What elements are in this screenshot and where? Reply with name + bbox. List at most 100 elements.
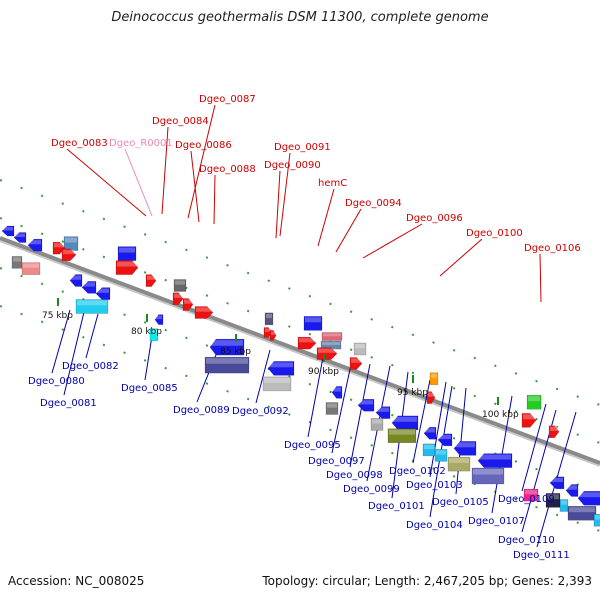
gene-arrow-reverse-40 bbox=[331, 386, 343, 399]
leader-top-10 bbox=[362, 223, 423, 259]
gene-highlight-55 bbox=[525, 490, 537, 495]
gene-highlight-56 bbox=[551, 477, 563, 483]
gene-arrow-reverse-47 bbox=[423, 426, 437, 440]
leader-top-12 bbox=[539, 253, 542, 303]
gene-arrow-reverse-32 bbox=[95, 287, 111, 300]
axis-line bbox=[0, 236, 600, 465]
gene-arrow-reverse-38 bbox=[267, 361, 295, 376]
gene-label-bottom-3: Dgeo_0085 bbox=[121, 383, 178, 394]
gene-highlight-28 bbox=[13, 257, 21, 262]
gene-box-29 bbox=[21, 262, 41, 275]
gene-arrow-forward-15 bbox=[269, 330, 277, 341]
gene-label-bottom-2: Dgeo_0082 bbox=[62, 361, 119, 372]
gene-arrow-reverse-43 bbox=[375, 406, 391, 419]
gene-label-bottom-1: Dgeo_0081 bbox=[40, 398, 97, 409]
gene-highlight-42 bbox=[359, 400, 373, 405]
gene-labels: Dgeo_0083 Dgeo_R0001 Dgeo_0084 Dgeo_0087 Dge… bbox=[28, 94, 581, 561]
scale-labels: 75 kbp 80 kbp 85 kbp 90 kbp 95 kbp 100 kbp bbox=[42, 298, 519, 420]
gene-highlight-52 bbox=[436, 450, 446, 455]
gene-highlight-37 bbox=[206, 358, 248, 364]
gene-label-bottom-11: Dgeo_0102 bbox=[389, 466, 446, 477]
gene-highlight-21 bbox=[351, 358, 361, 363]
gene-box-13 bbox=[264, 312, 274, 326]
gene-box-45 bbox=[370, 418, 384, 431]
leader-bottom-8 bbox=[349, 363, 371, 468]
gene-highlight-57 bbox=[567, 485, 577, 490]
gene-highlight-36 bbox=[211, 340, 243, 346]
gene-highlight-25 bbox=[528, 396, 540, 402]
gene-highlight-46 bbox=[389, 429, 415, 435]
gene-arrow-reverse-30 bbox=[69, 274, 83, 287]
accession-text: Accession: NC_008025 bbox=[8, 574, 145, 588]
gene-label-top-3: Dgeo_0087 bbox=[199, 94, 256, 105]
leader-bottom-14 bbox=[455, 387, 467, 495]
gene-highlight-62 bbox=[595, 515, 600, 520]
gene-highlight-11 bbox=[184, 299, 192, 304]
gene-arrow-forward-8 bbox=[145, 274, 157, 287]
gene-arrow-forward-11 bbox=[182, 298, 194, 311]
gene-box-23 bbox=[429, 372, 439, 386]
leader-top-0 bbox=[66, 148, 147, 217]
gene-box-16 bbox=[303, 316, 323, 331]
gene-arrow-reverse-48 bbox=[437, 433, 453, 447]
leader-top-1 bbox=[124, 148, 153, 217]
gene-arrow-reverse-0 bbox=[1, 225, 15, 237]
genome-axis bbox=[0, 236, 600, 467]
gene-box-28 bbox=[11, 256, 23, 269]
leader-bottom-2 bbox=[85, 313, 99, 359]
gene-highlight-18 bbox=[322, 342, 340, 345]
leader-top-5 bbox=[213, 174, 216, 225]
gene-arrow-forward-27 bbox=[548, 425, 560, 439]
gene-highlight-53 bbox=[449, 458, 469, 464]
leader-top-2 bbox=[161, 126, 169, 215]
gene-arrow-reverse-36 bbox=[209, 338, 245, 356]
scale-label-4: 95 kbp bbox=[397, 388, 428, 398]
scale-label-5: 100 kbp bbox=[482, 410, 519, 420]
gene-highlight-30 bbox=[71, 275, 81, 280]
gene-box-22 bbox=[353, 342, 367, 356]
gene-box-41 bbox=[325, 402, 339, 415]
leader-lines bbox=[51, 104, 577, 548]
gene-label-bottom-14: Dgeo_0105 bbox=[432, 497, 489, 508]
gene-highlight-1 bbox=[15, 233, 25, 237]
gene-highlight-12 bbox=[196, 307, 212, 312]
gene-label-bottom-4: Dgeo_0089 bbox=[173, 405, 230, 416]
gene-highlight-5 bbox=[63, 249, 75, 255]
gene-highlight-47 bbox=[425, 428, 435, 433]
leader-top-3 bbox=[187, 104, 216, 219]
gene-label-bottom-12: Dgeo_0103 bbox=[406, 480, 463, 491]
gene-highlight-44 bbox=[393, 416, 417, 422]
gene-highlight-17 bbox=[323, 333, 341, 337]
gene-highlight-35 bbox=[151, 329, 157, 334]
gene-label-top-5: Dgeo_0088 bbox=[199, 164, 256, 175]
gene-box-54 bbox=[471, 467, 505, 485]
gene-highlight-15 bbox=[271, 331, 275, 335]
gene-arrow-forward-26 bbox=[521, 413, 537, 428]
page-title: Deinococcus geothermalis DSM 11300, comp… bbox=[111, 10, 489, 25]
gene-label-top-9: Dgeo_0094 bbox=[345, 198, 402, 209]
leader-bottom-6 bbox=[307, 351, 325, 438]
leader-top-9 bbox=[335, 208, 362, 253]
topology-text: Topology: circular; Length: 2,467,205 bp… bbox=[262, 574, 592, 588]
gene-label-top-4: Dgeo_0086 bbox=[175, 140, 232, 151]
gene-arrow-forward-21 bbox=[349, 357, 363, 370]
gene-label-bottom-0: Dgeo_0080 bbox=[28, 376, 85, 387]
gene-label-top-0: Dgeo_0083 bbox=[51, 138, 108, 149]
scale-label-1: 80 kbp bbox=[131, 327, 162, 337]
gene-box-39 bbox=[262, 376, 292, 392]
gene-highlight-45 bbox=[372, 419, 382, 424]
gene-label-top-10: Dgeo_0096 bbox=[406, 213, 463, 224]
leader-bottom-12 bbox=[429, 381, 447, 478]
gene-highlight-50 bbox=[479, 454, 511, 460]
gene-arrow-reverse-56 bbox=[549, 476, 565, 490]
gene-highlight-32 bbox=[97, 288, 109, 293]
gene-label-bottom-7: Dgeo_0097 bbox=[308, 456, 365, 467]
gene-highlight-61 bbox=[569, 507, 595, 513]
gene-highlight-8 bbox=[147, 275, 155, 280]
gene-highlight-31 bbox=[83, 282, 95, 287]
gene-highlight-23 bbox=[431, 373, 437, 378]
gene-label-bottom-6: Dgeo_0095 bbox=[284, 440, 341, 451]
gene-highlight-6 bbox=[119, 247, 135, 253]
gene-highlight-7 bbox=[117, 261, 137, 267]
